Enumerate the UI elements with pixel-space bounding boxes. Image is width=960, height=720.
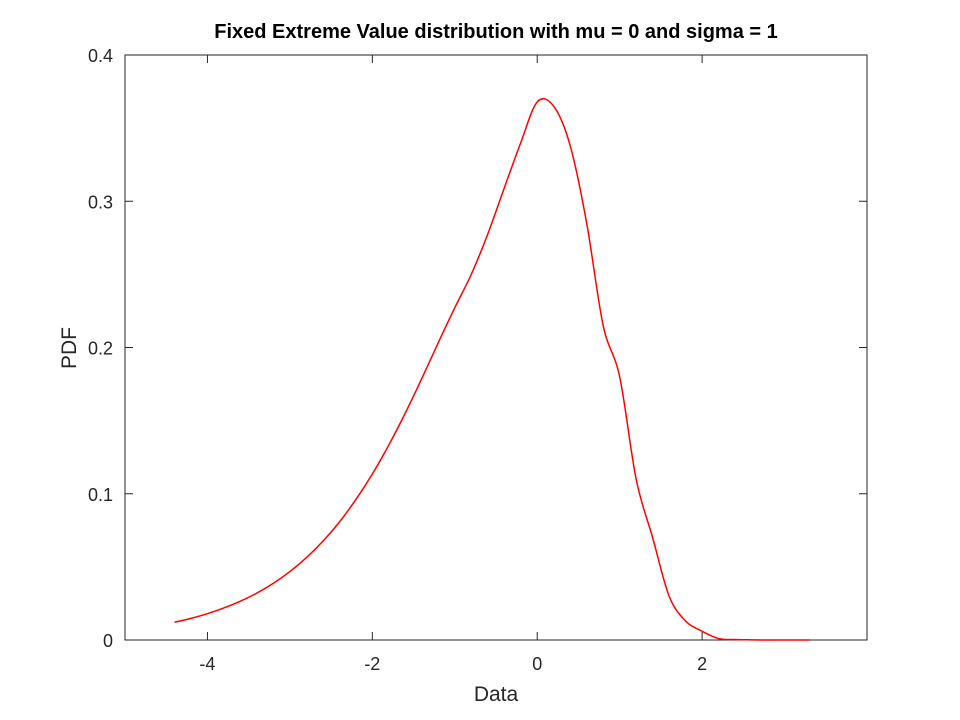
y-tick-label: 0.3 (88, 192, 113, 212)
axis-ticks (125, 54, 867, 641)
y-tick-label: 0.4 (88, 46, 113, 66)
x-tick-label: 2 (697, 654, 707, 674)
x-tick-label: -2 (364, 654, 380, 674)
y-axis-label: PDF (58, 327, 81, 369)
x-axis-label: Data (474, 683, 519, 706)
series-layer (174, 97, 810, 641)
plot-area (124, 54, 868, 641)
y-tick-label: 0.1 (88, 485, 113, 505)
chart-title: Fixed Extreme Value distribution with mu… (214, 21, 778, 43)
y-tick-label: 0.2 (88, 339, 113, 359)
x-tick-label: 0 (532, 654, 542, 674)
pdf-series-line (174, 97, 810, 641)
y-tick-label: 0 (103, 631, 113, 651)
x-tick-label: -4 (199, 654, 215, 674)
tick-labels: -4 -2 0 2 0 0.1 0.2 0.3 0.4 (88, 46, 707, 674)
